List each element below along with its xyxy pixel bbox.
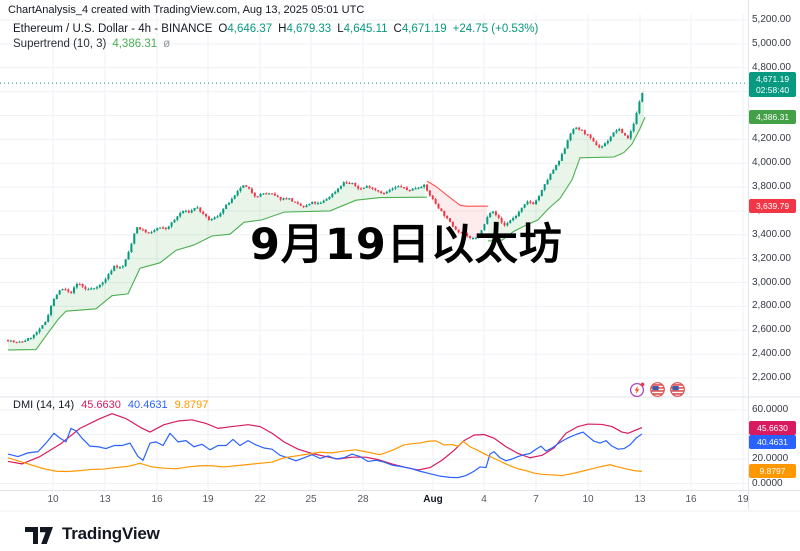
tradingview-logo[interactable]: TradingView (24, 523, 160, 545)
dmi-value: 45.6630 (81, 399, 121, 411)
ohlc-label: H (278, 23, 287, 35)
change-value: +24.75 (+0.53%) (452, 23, 539, 35)
price-tick-label: 2,400.00 (752, 348, 791, 360)
time-tick-label: 10 (582, 494, 594, 505)
time-tick-label: 22 (254, 494, 266, 505)
time-tick-label: 4 (481, 494, 487, 505)
time-tick-label: 7 (533, 494, 539, 505)
dmi-value: 9.8797 (174, 399, 209, 411)
ohlc-label: C (393, 23, 402, 35)
price-tick-label: 5,200.00 (752, 14, 791, 25)
indicator-hide-icon[interactable]: ø (163, 38, 171, 50)
ohlc-values: O4,646.37 H4,679.33 L4,645.11 C4,671.19 (212, 23, 446, 35)
dmi-legend-title: DMI (14, 14) (13, 399, 75, 411)
price-tick-label: 2,600.00 (752, 324, 791, 336)
time-tick-label: 25 (305, 494, 317, 505)
ohlc-value: 4,671.19 (401, 23, 447, 35)
us-flag-reaction-icon[interactable] (669, 381, 686, 403)
ohlc-label: L (337, 23, 344, 35)
symbol-header[interactable]: Ethereum / U.S. Dollar - 4h - BINANCE O4,… (13, 23, 538, 35)
time-tick-label: 13 (634, 494, 646, 505)
ohlc-value: 4,646.37 (227, 23, 273, 35)
overlay-cjk-text: 9月19日以太坊 (250, 220, 563, 270)
price-badge: 4,386.31 (749, 110, 796, 125)
price-tick-label: 3,800.00 (752, 181, 791, 193)
time-tick-label: 10 (47, 494, 59, 505)
dmi-tick-label: 60.0000 (752, 404, 789, 415)
dmi-tick-label: 20.0000 (752, 453, 789, 464)
price-badge: 3,639.79 (749, 199, 796, 214)
tradingview-logo-icon (25, 527, 53, 544)
price-tick-label: 4,800.00 (752, 61, 791, 73)
indicator-value: 4,386.31 (112, 38, 158, 50)
ohlc-value: 4,645.11 (343, 23, 388, 35)
attribution-text: ChartAnalysis_4 created with TradingView… (8, 4, 365, 16)
dmi-values: 45.6630 40.4631 9.8797 (74, 399, 208, 411)
price-badge: 4,671.19 02:58:40 (749, 72, 796, 98)
symbol-title: Ethereum / U.S. Dollar - 4h - BINANCE (13, 23, 213, 35)
ohlc-label: O (218, 23, 228, 35)
time-tick-label: 16 (685, 494, 697, 505)
price-tick-label: 3,400.00 (752, 228, 791, 240)
time-tick-label: Aug (423, 494, 443, 505)
time-tick-label: 19 (202, 494, 214, 505)
indicator-legend[interactable]: Supertrend (10, 3) 4,386.31 ø (13, 38, 170, 50)
price-tick-label: 3,000.00 (752, 276, 791, 288)
price-tick-label: 5,000.00 (752, 37, 791, 49)
price-tick-label: 4,200.00 (752, 133, 791, 145)
price-tick-label: 4,000.00 (752, 157, 791, 169)
ohlc-value: 4,679.33 (286, 23, 332, 35)
time-tick-label: 19 (737, 494, 749, 505)
dmi-value: 40.4631 (127, 399, 168, 411)
price-tick-label: 3,200.00 (752, 252, 791, 264)
price-tick-label: 2,800.00 (752, 300, 791, 312)
reactions-row (629, 381, 686, 403)
price-tick-label: 2,200.00 (752, 371, 791, 383)
dmi-badge: 45.6630 (749, 421, 796, 435)
dmi-tick-label: 0.0000 (752, 477, 783, 489)
time-tick-label: 13 (99, 494, 111, 505)
us-flag-reaction-icon[interactable] (649, 381, 666, 403)
indicator-name: Supertrend (10, 3) (13, 38, 107, 50)
dmi-badge: 40.4631 (749, 434, 796, 449)
time-tick-label: 16 (151, 494, 163, 505)
boost-icon[interactable] (629, 381, 646, 403)
tradingview-logo-text: TradingView (62, 524, 160, 543)
time-tick-label: 28 (357, 494, 369, 505)
dmi-badge: 9.8797 (749, 464, 796, 478)
dmi-legend[interactable]: DMI (14, 14) 45.6630 40.4631 9.8797 (13, 399, 208, 411)
